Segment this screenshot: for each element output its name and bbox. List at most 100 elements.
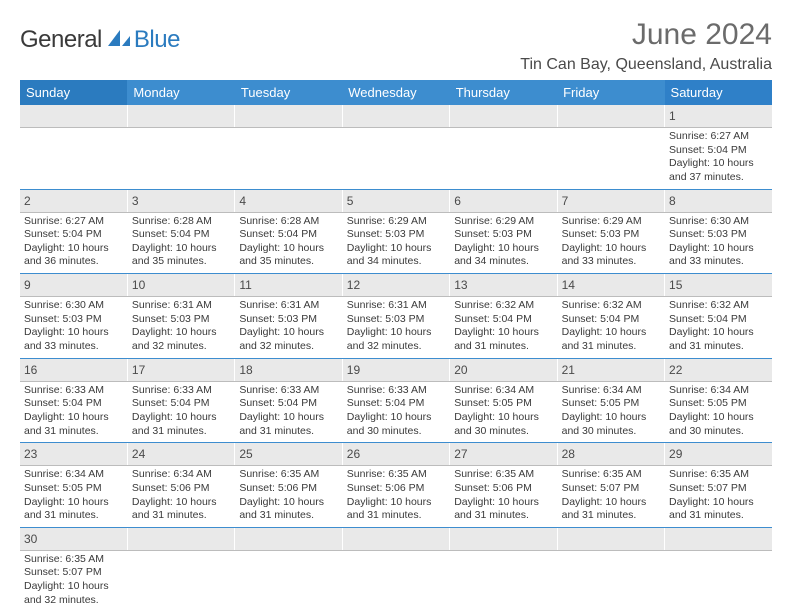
daylight-text: Daylight: 10 hours and 31 minutes. [239,411,337,438]
detail-row: Sunrise: 6:35 AMSunset: 5:07 PMDaylight:… [20,550,772,611]
daylight-text: Daylight: 10 hours and 31 minutes. [132,496,230,523]
location-subtitle: Tin Can Bay, Queensland, Australia [520,56,772,74]
sunset-text: Sunset: 5:06 PM [454,482,552,496]
daylight-text: Daylight: 10 hours and 33 minutes. [669,242,768,269]
sunrise-text: Sunrise: 6:30 AM [669,215,768,229]
day-number: 23 [24,447,37,461]
page-header: General Blue June 2024 Tin Can Bay, Quee… [20,18,772,74]
sunset-text: Sunset: 5:04 PM [24,228,123,242]
sunrise-text: Sunrise: 6:34 AM [24,468,123,482]
day-number: 8 [669,194,676,208]
logo-text-main: General [20,26,102,54]
sunrise-text: Sunrise: 6:27 AM [669,130,768,144]
sunset-text: Sunset: 5:03 PM [132,313,230,327]
daylight-text: Daylight: 10 hours and 31 minutes. [132,411,230,438]
title-block: June 2024 Tin Can Bay, Queensland, Austr… [520,18,772,74]
daylight-text: Daylight: 10 hours and 31 minutes. [24,411,123,438]
day-header-thursday: Thursday [450,80,557,105]
daylight-text: Daylight: 10 hours and 30 minutes. [669,411,768,438]
day-number: 21 [562,363,575,377]
daylight-text: Daylight: 10 hours and 30 minutes. [454,411,552,438]
daynum-cell: 1 [665,105,772,128]
day-number: 6 [454,194,461,208]
daylight-text: Daylight: 10 hours and 31 minutes. [24,496,123,523]
detail-cell: Sunrise: 6:31 AMSunset: 5:03 PMDaylight:… [127,297,234,359]
detail-cell: Sunrise: 6:34 AMSunset: 5:05 PMDaylight:… [20,466,127,528]
sunrise-text: Sunrise: 6:29 AM [454,215,552,229]
page-title: June 2024 [520,18,772,52]
day-number: 18 [239,363,252,377]
daylight-text: Daylight: 10 hours and 30 minutes. [347,411,445,438]
day-header-row: Sunday Monday Tuesday Wednesday Thursday… [20,80,772,105]
sunset-text: Sunset: 5:04 PM [347,397,445,411]
daylight-text: Daylight: 10 hours and 31 minutes. [454,326,552,353]
detail-cell: Sunrise: 6:29 AMSunset: 5:03 PMDaylight:… [557,212,664,274]
day-number: 25 [239,447,252,461]
logo-sail-icon [106,28,132,53]
detail-cell: Sunrise: 6:35 AMSunset: 5:07 PMDaylight:… [20,550,127,611]
daylight-text: Daylight: 10 hours and 32 minutes. [24,580,123,607]
daylight-text: Daylight: 10 hours and 34 minutes. [347,242,445,269]
sunrise-text: Sunrise: 6:31 AM [132,299,230,313]
detail-cell: Sunrise: 6:33 AMSunset: 5:04 PMDaylight:… [20,381,127,443]
day-number: 30 [24,532,37,546]
sunrise-text: Sunrise: 6:33 AM [347,384,445,398]
daynum-cell: 9 [20,274,127,297]
day-header-wednesday: Wednesday [342,80,449,105]
day-number: 17 [132,363,145,377]
sunset-text: Sunset: 5:05 PM [24,482,123,496]
detail-cell [450,550,557,611]
day-number: 27 [454,447,467,461]
daynum-cell [557,527,664,550]
sunrise-text: Sunrise: 6:33 AM [24,384,123,398]
daynum-cell [127,105,234,128]
daylight-text: Daylight: 10 hours and 33 minutes. [24,326,123,353]
sunrise-text: Sunrise: 6:35 AM [562,468,660,482]
detail-cell: Sunrise: 6:35 AMSunset: 5:06 PMDaylight:… [235,466,342,528]
daynum-cell [235,527,342,550]
day-header-monday: Monday [127,80,234,105]
sunset-text: Sunset: 5:04 PM [24,397,123,411]
detail-cell: Sunrise: 6:31 AMSunset: 5:03 PMDaylight:… [342,297,449,359]
detail-cell [20,128,127,190]
sunset-text: Sunset: 5:03 PM [562,228,660,242]
daylight-text: Daylight: 10 hours and 37 minutes. [669,157,768,184]
detail-cell: Sunrise: 6:34 AMSunset: 5:06 PMDaylight:… [127,466,234,528]
sunrise-text: Sunrise: 6:27 AM [24,215,123,229]
detail-cell: Sunrise: 6:27 AMSunset: 5:04 PMDaylight:… [20,212,127,274]
detail-cell: Sunrise: 6:33 AMSunset: 5:04 PMDaylight:… [127,381,234,443]
daylight-text: Daylight: 10 hours and 34 minutes. [454,242,552,269]
sunset-text: Sunset: 5:04 PM [239,397,337,411]
detail-cell [342,128,449,190]
daynum-cell: 25 [235,443,342,466]
daynum-cell: 26 [342,443,449,466]
sunset-text: Sunset: 5:05 PM [454,397,552,411]
daynum-cell: 5 [342,189,449,212]
daynum-cell: 6 [450,189,557,212]
daynum-cell: 19 [342,358,449,381]
sunrise-text: Sunrise: 6:30 AM [24,299,123,313]
daynum-cell [127,527,234,550]
daynum-cell [557,105,664,128]
daynum-cell: 23 [20,443,127,466]
daynum-cell: 29 [665,443,772,466]
detail-cell: Sunrise: 6:34 AMSunset: 5:05 PMDaylight:… [557,381,664,443]
daylight-text: Daylight: 10 hours and 30 minutes. [562,411,660,438]
day-number: 5 [347,194,354,208]
day-number: 14 [562,278,575,292]
logo: General Blue [20,26,180,54]
daynum-cell [450,105,557,128]
daynum-row: 23242526272829 [20,443,772,466]
sunset-text: Sunset: 5:06 PM [239,482,337,496]
day-number: 28 [562,447,575,461]
daynum-row: 1 [20,105,772,128]
sunrise-text: Sunrise: 6:28 AM [132,215,230,229]
daynum-cell: 18 [235,358,342,381]
detail-cell [235,128,342,190]
detail-cell [235,550,342,611]
detail-cell: Sunrise: 6:33 AMSunset: 5:04 PMDaylight:… [342,381,449,443]
daynum-cell: 10 [127,274,234,297]
daylight-text: Daylight: 10 hours and 32 minutes. [347,326,445,353]
day-header-sunday: Sunday [20,80,127,105]
day-header-tuesday: Tuesday [235,80,342,105]
